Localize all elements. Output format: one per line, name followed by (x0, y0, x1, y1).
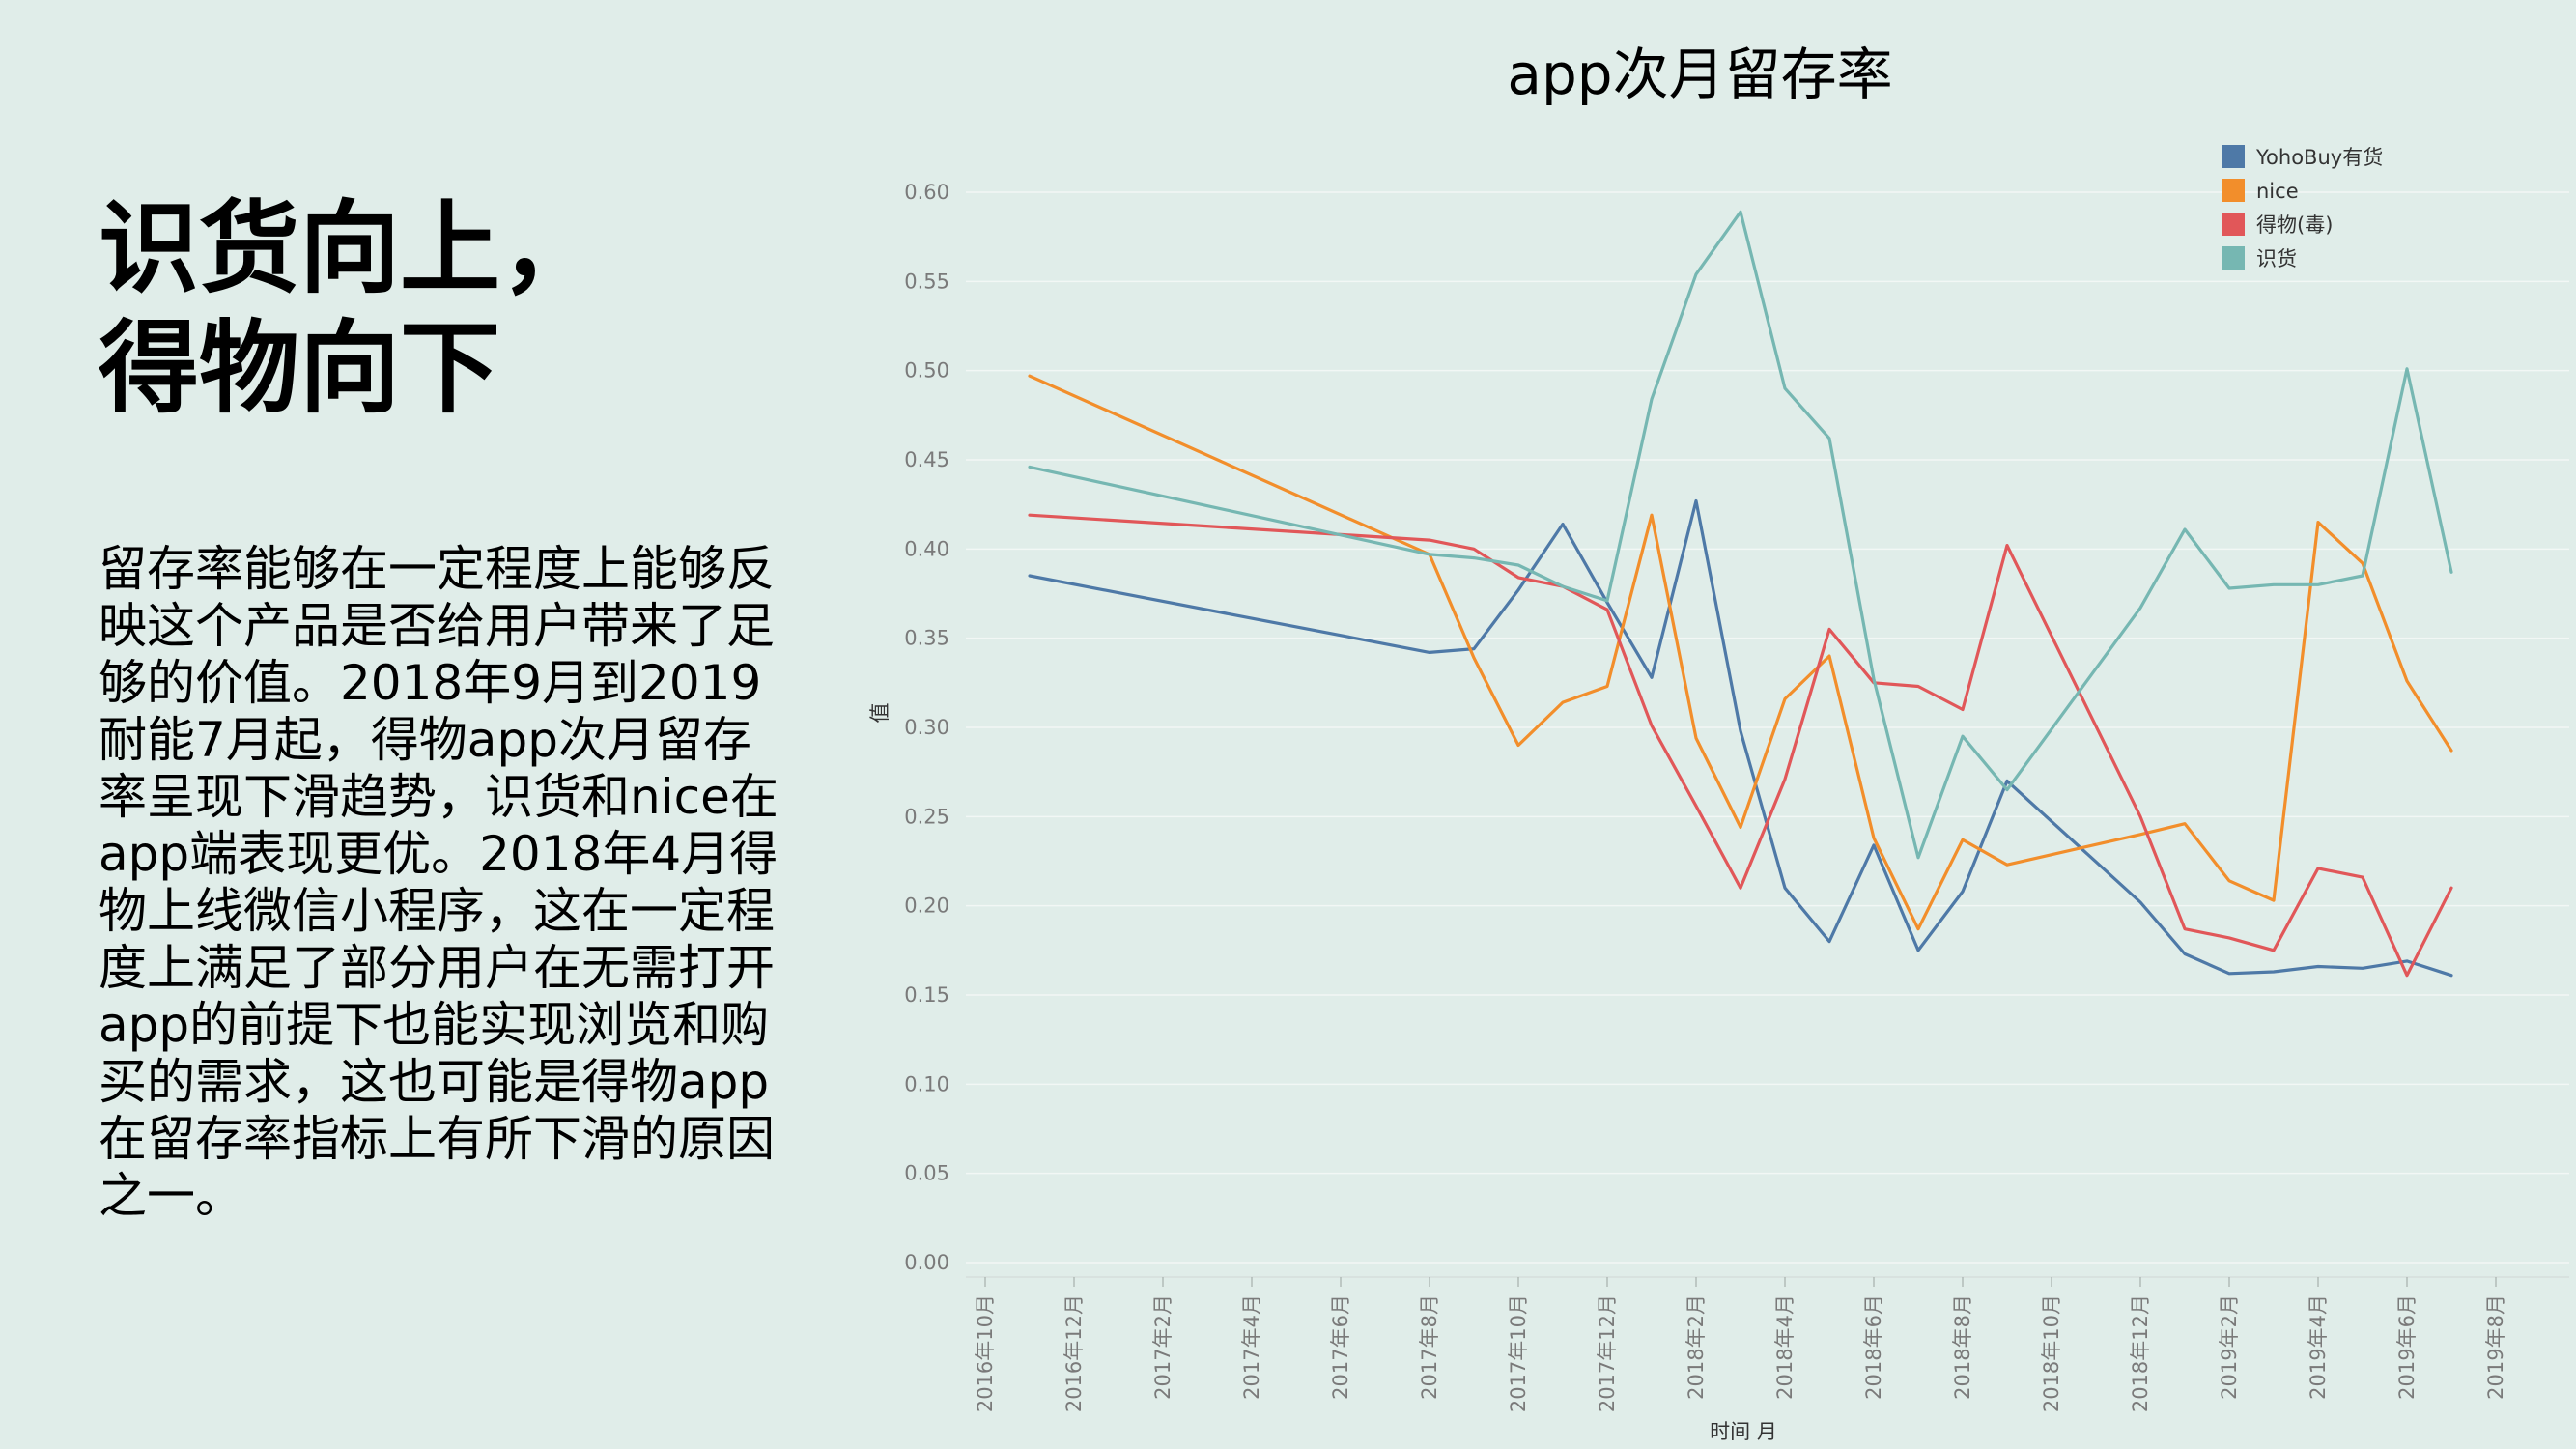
legend-swatch (2222, 213, 2245, 236)
body-line: 物上线微信小程序，这在一定程 (99, 883, 775, 939)
chart-title: app次月留存率 (1507, 42, 1893, 107)
x-tick-label: 2017年8月 (1418, 1294, 1441, 1400)
x-tick-label: 2017年10月 (1507, 1294, 1530, 1412)
y-axis-label: 值 (868, 703, 892, 724)
x-tick-label: 2017年12月 (1596, 1294, 1619, 1412)
x-tick-label: 2016年10月 (974, 1294, 997, 1412)
y-tick-label: 0.30 (904, 716, 949, 739)
x-tick-label: 2019年6月 (2395, 1294, 2419, 1400)
body-line: app的前提下也能实现浏览和购 (99, 997, 770, 1053)
y-tick-label: 0.20 (904, 895, 949, 918)
legend-label: 得物(毒) (2256, 213, 2333, 237)
y-axis-ticks: 0.00 0.05 0.10 0.15 0.20 0.25 0.30 0.35 0.40 0.45… (904, 181, 949, 1274)
legend-label: 识货 (2256, 247, 2297, 270)
heading-line-2: 得物向下 (99, 309, 501, 427)
legend-label: nice (2256, 180, 2299, 203)
body-line: 耐能7月起，得物app次月留存 (99, 712, 751, 768)
gridlines (966, 191, 2569, 1264)
legend-swatch (2222, 145, 2245, 168)
y-tick-label: 0.60 (904, 181, 949, 204)
x-tick-label: 2018年10月 (2040, 1294, 2063, 1412)
x-tick-label: 2017年2月 (1151, 1294, 1175, 1400)
y-tick-label: 0.05 (904, 1162, 949, 1185)
y-tick-label: 0.25 (904, 805, 949, 828)
x-tick-label: 2019年2月 (2218, 1294, 2241, 1400)
x-tick-label: 2019年4月 (2307, 1294, 2330, 1400)
body-line: 在留存率指标上有所下滑的原因 (99, 1111, 775, 1167)
body-line: app端表现更优。2018年4月得 (99, 826, 778, 882)
slide-heading: 识货向上， 得物向下 (99, 188, 775, 428)
body-line: 留存率能够在一定程度上能够反 (99, 541, 775, 597)
y-tick-label: 0.40 (904, 537, 949, 560)
body-line: 率呈现下滑趋势，识货和nice在 (99, 769, 778, 825)
x-tick-label: 2018年2月 (1684, 1294, 1708, 1400)
slide-body-text: 留存率能够在一定程度上能够反 映这个产品是否给用户带来了足 够的价值。2018年… (99, 541, 794, 1225)
legend: YohoBuy有货 nice 得物(毒) 识货 (2222, 145, 2383, 270)
x-tick-label: 2017年6月 (1329, 1294, 1352, 1400)
body-line: 映这个产品是否给用户带来了足 (99, 598, 775, 654)
body-line: 买的需求，这也可能是得物app (99, 1054, 770, 1110)
legend-swatch (2222, 179, 2245, 202)
body-line: 够的价值。2018年9月到2019 (99, 655, 762, 711)
x-tick-label: 2017年4月 (1240, 1294, 1263, 1400)
x-axis-ticks: 2016年10月 2016年12月 2017年2月 2017年4月 2017年6月 201… (966, 1276, 2569, 1412)
y-tick-label: 0.15 (904, 983, 949, 1007)
series-lines (1028, 210, 2453, 978)
x-tick-label: 2018年8月 (1951, 1294, 1974, 1400)
x-tick-label: 2019年8月 (2484, 1294, 2507, 1400)
series-line (1028, 210, 2453, 860)
x-axis-label: 时间 月 (1710, 1420, 1777, 1443)
series-line (1028, 498, 2453, 978)
legend-swatch (2222, 246, 2245, 270)
heading-line-1: 识货向上， (99, 189, 602, 307)
body-line: 之一。 (99, 1168, 243, 1224)
x-tick-label: 2018年12月 (2129, 1294, 2152, 1412)
y-tick-label: 0.45 (904, 448, 949, 471)
legend-label: YohoBuy有货 (2255, 146, 2383, 169)
y-tick-label: 0.00 (904, 1251, 949, 1274)
body-line: 度上满足了部分用户在无需打开 (99, 940, 775, 996)
x-tick-label: 2016年12月 (1062, 1294, 1086, 1412)
y-tick-label: 0.55 (904, 270, 949, 293)
series-line (1028, 374, 2453, 931)
x-tick-label: 2018年4月 (1773, 1294, 1797, 1400)
y-tick-label: 0.50 (904, 359, 949, 383)
y-tick-label: 0.35 (904, 627, 949, 650)
x-tick-label: 2018年6月 (1862, 1294, 1885, 1400)
y-tick-label: 0.10 (904, 1072, 949, 1095)
